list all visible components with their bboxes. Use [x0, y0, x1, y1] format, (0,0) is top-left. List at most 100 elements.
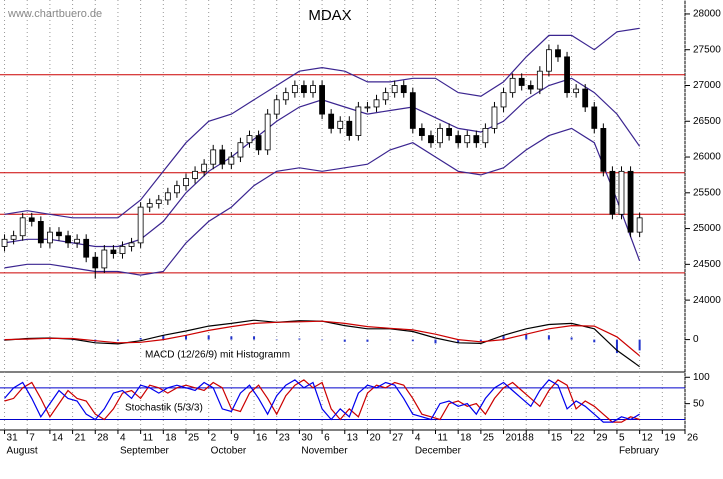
candle-body — [164, 192, 171, 201]
histogram-bar — [638, 339, 641, 351]
month-label: August — [7, 446, 38, 457]
histogram-bar — [207, 335, 210, 340]
series-line — [4, 127, 641, 276]
month-label: February — [619, 446, 659, 457]
x-tick-label: 7 — [29, 433, 35, 444]
candle-body — [409, 92, 416, 129]
y-tick-label: 25000 — [693, 223, 721, 234]
candle-body — [310, 85, 316, 94]
histogram-bar — [366, 339, 369, 342]
x-tick-label: 4 — [120, 433, 126, 444]
histogram-bar — [321, 339, 324, 341]
y-tick-label: 27500 — [693, 44, 721, 55]
candle-body — [47, 231, 53, 244]
candle-body — [201, 163, 208, 172]
candle-body — [174, 185, 180, 194]
candle-body — [600, 128, 607, 172]
candle-body — [37, 221, 44, 244]
candle-body — [455, 135, 462, 144]
candle-body — [246, 135, 253, 144]
candle-body — [183, 178, 189, 187]
candle-body — [319, 85, 325, 115]
candle-body — [155, 199, 162, 204]
series-line — [4, 379, 640, 423]
candle-body — [137, 206, 144, 244]
x-tick-label: 28 — [97, 433, 109, 444]
candle-body — [119, 246, 126, 255]
histogram-bar — [479, 339, 482, 342]
y-tick-label: 24000 — [693, 295, 721, 306]
candle-body — [1, 238, 8, 247]
x-tick-label: 18 — [165, 433, 177, 444]
candle-body — [346, 120, 353, 136]
y-tick-label: 26500 — [693, 116, 721, 127]
month-label: December — [415, 446, 462, 457]
candle-body — [101, 249, 108, 269]
candle-body — [364, 106, 371, 109]
candle-body — [573, 88, 580, 94]
candle-body — [192, 170, 198, 179]
series-line — [4, 320, 640, 357]
histogram-bar — [253, 336, 256, 340]
x-tick-label: 8 — [528, 433, 534, 444]
x-tick-label: 16 — [256, 433, 268, 444]
candle-body — [373, 99, 380, 108]
candle-body — [382, 92, 389, 101]
candle-body — [518, 77, 525, 86]
candle-body — [446, 128, 453, 136]
x-tick-label: 20 — [369, 433, 381, 444]
series-line — [4, 27, 640, 219]
candle-body — [264, 113, 271, 151]
histogram-bar — [570, 337, 573, 340]
candle-body — [418, 128, 425, 136]
candle-body — [291, 85, 298, 94]
candle-body — [56, 231, 62, 237]
y-tick-label: 27000 — [693, 80, 721, 91]
candle-body — [509, 77, 516, 94]
candle-body — [210, 149, 217, 165]
y-tick-label: 28000 — [693, 9, 721, 20]
candle-body — [437, 128, 443, 144]
histogram-bar — [525, 334, 528, 340]
histogram-bar — [547, 335, 550, 340]
x-tick-label: 26 — [687, 433, 699, 444]
x-tick-label: 13 — [347, 433, 359, 444]
histogram-bar — [457, 339, 460, 343]
candle-body — [92, 256, 99, 269]
candle-body — [255, 135, 262, 151]
candle-body — [536, 70, 543, 90]
candle-body — [74, 238, 81, 244]
histogram-bar — [298, 338, 301, 340]
x-tick-label: 29 — [596, 433, 608, 444]
candle-body — [464, 135, 471, 144]
candle-body — [228, 156, 235, 165]
histogram-bar — [389, 339, 392, 341]
candle-body — [491, 106, 498, 129]
candle-body — [128, 242, 135, 247]
y-tick-label: 25500 — [693, 187, 721, 198]
candle-body — [400, 85, 407, 94]
histogram-bar — [502, 335, 505, 340]
x-tick-label: 5 — [619, 433, 625, 444]
x-tick-label: 2018 — [506, 433, 529, 444]
candle-body — [110, 249, 117, 255]
x-tick-label: 22 — [574, 433, 586, 444]
candle-body — [391, 85, 398, 94]
candle-body — [301, 85, 307, 94]
candle-body — [482, 128, 489, 144]
x-tick-label: 14 — [52, 433, 64, 444]
candle-body — [618, 170, 625, 215]
chart-title: MDAX — [308, 7, 351, 24]
candle-body — [591, 106, 598, 129]
x-tick-label: 11 — [143, 433, 154, 444]
candle-body — [609, 170, 616, 215]
candle-body — [546, 49, 552, 72]
histogram-bar — [593, 339, 596, 343]
x-tick-label: 15 — [551, 433, 563, 444]
histogram-bar — [162, 335, 165, 340]
x-tick-label: 2 — [211, 433, 217, 444]
candle-body — [83, 238, 90, 258]
panel-label: MACD (12/26/9) mit Histogramm — [145, 350, 290, 361]
x-tick-label: 9 — [233, 433, 239, 444]
